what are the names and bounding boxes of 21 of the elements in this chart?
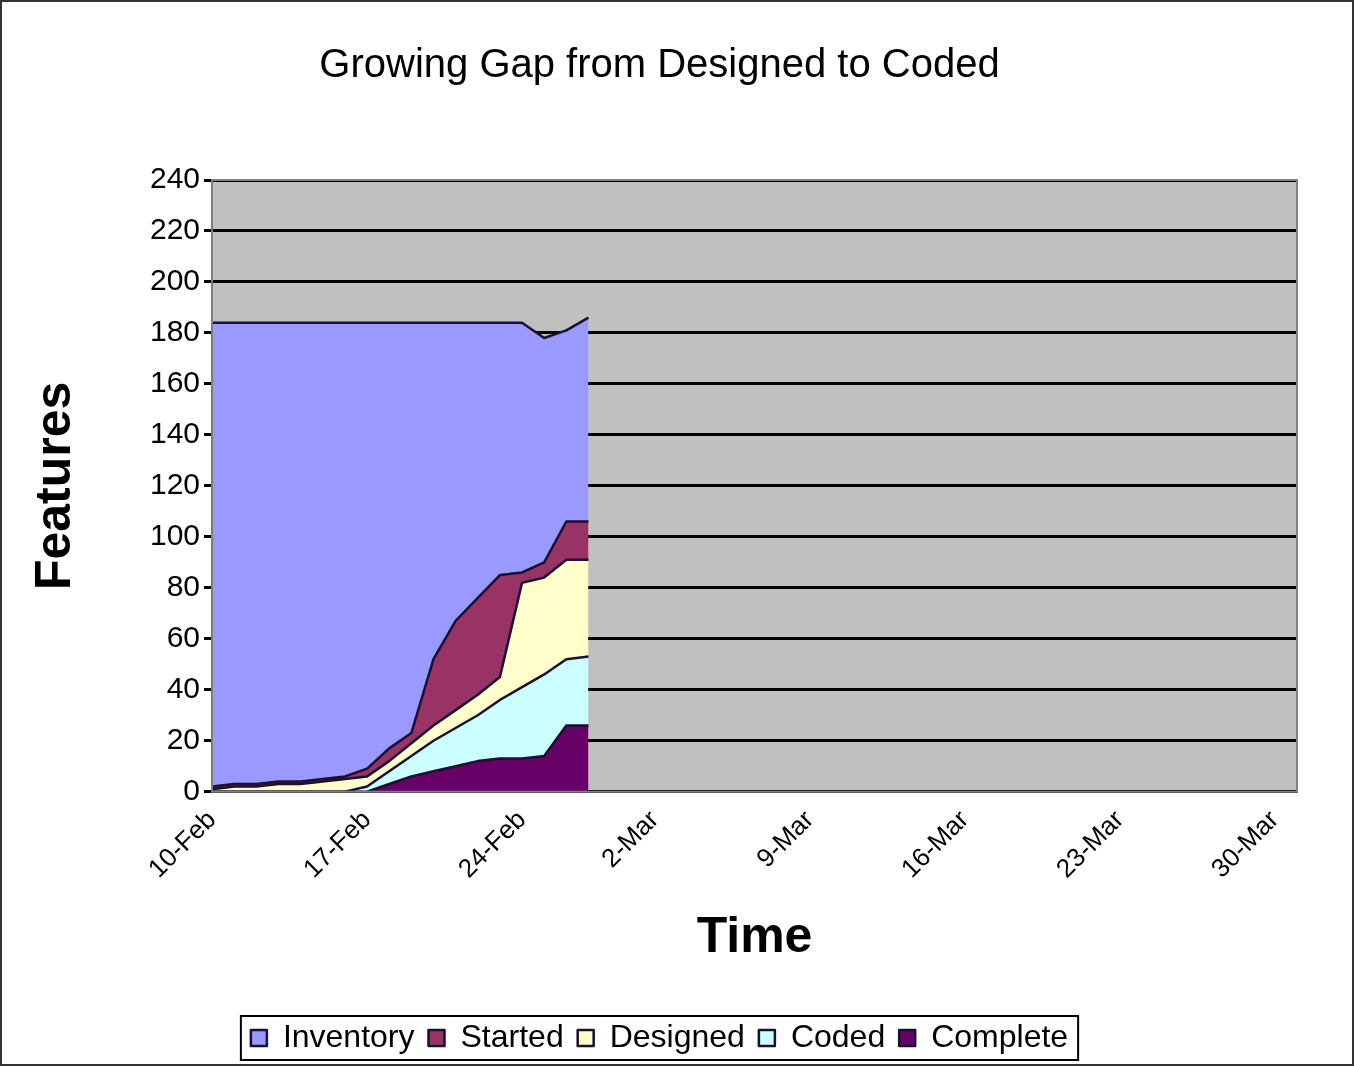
chart-title: Growing Gap from Designed to Coded	[319, 41, 1000, 86]
y-tick-label: 0	[183, 772, 201, 806]
y-tick-label: 140	[149, 416, 201, 450]
legend-label: Complete	[931, 1017, 1069, 1054]
y-tick-label: 200	[149, 263, 201, 297]
y-tick-label: 240	[149, 161, 201, 195]
y-tick-label: 220	[149, 212, 201, 246]
y-tick-label: 20	[166, 721, 201, 755]
y-tick-label: 40	[166, 671, 201, 704]
x-axis-title: Time	[696, 906, 813, 963]
y-tick-label: 120	[149, 467, 201, 501]
y-tick-label: 80	[166, 569, 201, 603]
legend-label: Inventory	[282, 1017, 415, 1054]
y-tick-label: 160	[149, 365, 201, 399]
y-tick-label: 180	[149, 314, 201, 348]
y-axis-title: Features	[24, 381, 81, 591]
y-tick-label: 60	[166, 620, 201, 654]
legend-label: Started	[460, 1017, 564, 1054]
legend-label: Coded	[790, 1017, 886, 1054]
legend-label: Designed	[609, 1017, 745, 1054]
y-tick-label: 100	[149, 518, 201, 552]
